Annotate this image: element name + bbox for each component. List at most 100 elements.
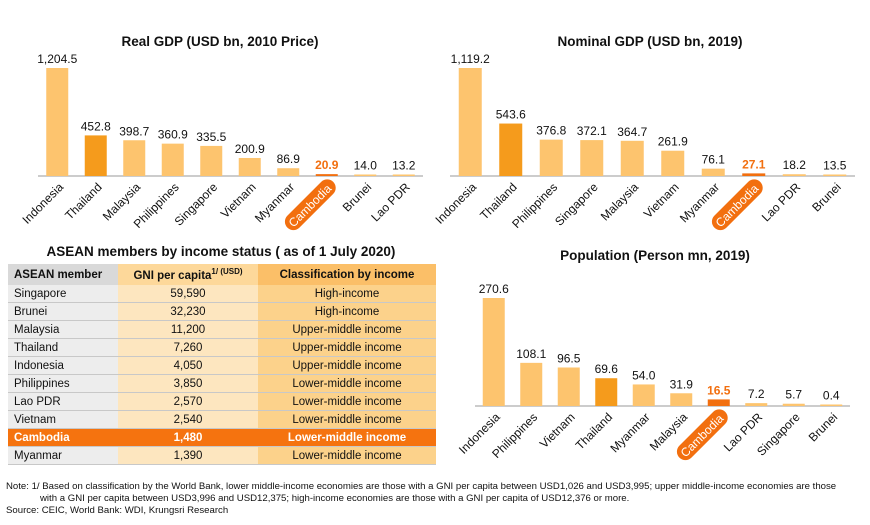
real-gdp-bar-cambodia: [315, 174, 338, 176]
classification-cell: High-income: [258, 285, 436, 303]
gni-cell: 1,390: [118, 446, 258, 465]
population-bar-indonesia: [482, 298, 505, 406]
real-gdp-value-label-singapore: 335.5: [196, 130, 226, 144]
nominal-gdp-value-label-malaysia: 364.7: [617, 125, 647, 139]
population-value-label-lao-pdr: 7.2: [748, 387, 765, 401]
column-header-member: ASEAN member: [8, 264, 118, 285]
nominal-gdp-value-label-thailand: 543.6: [496, 108, 526, 122]
real-gdp-value-label-thailand: 452.8: [81, 119, 111, 133]
classification-cell: High-income: [258, 302, 436, 321]
nominal-gdp-value-label-philippines: 376.8: [536, 124, 566, 138]
nominal-gdp-bar-vietnam: [661, 150, 685, 176]
population-value-label-brunei: 0.4: [823, 389, 840, 403]
member-cell: Indonesia: [8, 356, 118, 375]
member-cell: Philippines: [8, 374, 118, 393]
nominal-gdp-bar-myanmar: [701, 168, 725, 176]
population-tick-vietnam: Vietnam: [537, 410, 578, 451]
member-cell: Vietnam: [8, 410, 118, 429]
table-row: Malaysia 11,200 Upper-middle income: [8, 320, 436, 339]
real-gdp-bar-thailand: [84, 135, 107, 176]
population-bar-singapore: [782, 403, 805, 406]
member-cell: Cambodia: [8, 428, 118, 447]
real-gdp-bar-vietnam: [238, 157, 261, 176]
population-bar-myanmar: [632, 384, 655, 406]
real-gdp-value-label-brunei: 14.0: [354, 159, 378, 173]
population-title: Population (Person mn, 2019): [560, 248, 750, 263]
real-gdp-title: Real GDP (USD bn, 2010 Price): [121, 34, 319, 49]
note-line-1: Note: 1/ Based on classification by the …: [6, 481, 837, 492]
table-row: Vietnam 2,540 Lower-middle income: [8, 410, 436, 429]
real-gdp-highlight-pill: [284, 179, 336, 231]
gni-cell: 2,570: [118, 392, 258, 411]
population-value-label-philippines: 108.1: [516, 347, 546, 361]
real-gdp-value-label-myanmar: 86.9: [277, 152, 301, 166]
column-header-gni: GNI per capita1/ (USD): [118, 264, 258, 285]
population-value-label-myanmar: 54.0: [632, 368, 656, 382]
classification-cell: Upper-middle income: [258, 320, 436, 339]
note-line-2: with a GNI per capita between USD3,996 a…: [40, 493, 630, 504]
member-cell: Malaysia: [8, 320, 118, 339]
population-bar-brunei: [820, 404, 843, 406]
nominal-gdp-value-label-myanmar: 76.1: [702, 153, 726, 167]
nominal-gdp-chart: 1,119.2Indonesia543.6Thailand376.8Philip…: [432, 52, 855, 231]
real-gdp-bar-malaysia: [123, 140, 146, 176]
population-tick-label-brunei: Brunei: [806, 410, 840, 444]
income-table-title: ASEAN members by income status ( as of 1…: [46, 244, 396, 259]
nominal-gdp-bar-thailand: [499, 123, 523, 176]
real-gdp-value-label-indonesia: 1,204.5: [37, 52, 77, 66]
real-gdp-bar-indonesia: [46, 68, 69, 176]
table-row: Brunei 32,230 High-income: [8, 302, 436, 321]
member-cell: Singapore: [8, 285, 118, 303]
population-tick-label-vietnam: Vietnam: [537, 410, 578, 451]
population-value-label-thailand: 69.6: [595, 362, 619, 376]
population-bar-malaysia: [670, 393, 693, 406]
real-gdp-bar-lao-pdr: [392, 174, 415, 176]
population-chart: 270.6Indonesia108.1Philippines96.5Vietna…: [456, 282, 850, 461]
table-row: Myanmar 1,390 Lower-middle income: [8, 446, 436, 465]
table-row: Thailand 7,260 Upper-middle income: [8, 338, 436, 357]
member-cell: Lao PDR: [8, 392, 118, 411]
nominal-gdp-highlight-pill: [711, 179, 763, 231]
nominal-gdp-value-label-singapore: 372.1: [577, 124, 607, 138]
real-gdp-value-label-cambodia: 20.9: [315, 158, 339, 172]
population-bar-thailand: [595, 378, 618, 406]
nominal-gdp-bar-cambodia: [742, 173, 766, 176]
source-line: Source: CEIC, World Bank: WDI, Krungsri …: [6, 505, 229, 516]
income-status-table: ASEAN member GNI per capita1/ (USD) Clas…: [8, 264, 436, 465]
classification-cell: Lower-middle income: [258, 374, 436, 393]
gni-cell: 2,540: [118, 410, 258, 429]
nominal-gdp-title: Nominal GDP (USD bn, 2019): [557, 34, 743, 49]
real-gdp-bar-brunei: [354, 174, 377, 176]
gni-cell: 59,590: [118, 285, 258, 303]
nominal-gdp-value-label-brunei: 13.5: [823, 159, 847, 173]
population-tick-myanmar: Myanmar: [607, 410, 652, 455]
classification-cell: Lower-middle income: [258, 392, 436, 411]
real-gdp-chart: 1,204.5Indonesia452.8Thailand398.7Malays…: [19, 52, 423, 231]
nominal-gdp-bar-malaysia: [620, 140, 644, 176]
column-header-classification: Classification by income: [258, 264, 436, 285]
real-gdp-bar-philippines: [161, 143, 184, 176]
real-gdp-bar-myanmar: [277, 168, 300, 176]
population-value-label-vietnam: 96.5: [557, 351, 581, 365]
real-gdp-value-label-philippines: 360.9: [158, 128, 188, 142]
real-gdp-value-label-lao-pdr: 13.2: [392, 159, 416, 173]
member-cell: Myanmar: [8, 446, 118, 465]
population-tick-brunei: Brunei: [806, 410, 840, 444]
table-row: Singapore 59,590 High-income: [8, 285, 436, 303]
member-cell: Brunei: [8, 302, 118, 321]
table-row: Lao PDR 2,570 Lower-middle income: [8, 392, 436, 411]
population-value-label-singapore: 5.7: [785, 388, 802, 402]
table-row: Cambodia 1,480 Lower-middle income: [8, 428, 436, 447]
classification-cell: Lower-middle income: [258, 410, 436, 429]
nominal-gdp-value-label-vietnam: 261.9: [658, 135, 688, 149]
footnote: Note: 1/ Based on classification by the …: [6, 481, 866, 517]
gni-cell: 4,050: [118, 356, 258, 375]
real-gdp-value-label-vietnam: 200.9: [235, 142, 265, 156]
population-value-label-malaysia: 31.9: [670, 377, 694, 391]
population-value-label-indonesia: 270.6: [479, 282, 509, 296]
gni-header-text: GNI per capita: [133, 269, 212, 282]
gni-cell: 3,850: [118, 374, 258, 393]
gni-cell: 11,200: [118, 320, 258, 339]
table-row: Philippines 3,850 Lower-middle income: [8, 374, 436, 393]
nominal-gdp-bar-philippines: [539, 139, 563, 176]
